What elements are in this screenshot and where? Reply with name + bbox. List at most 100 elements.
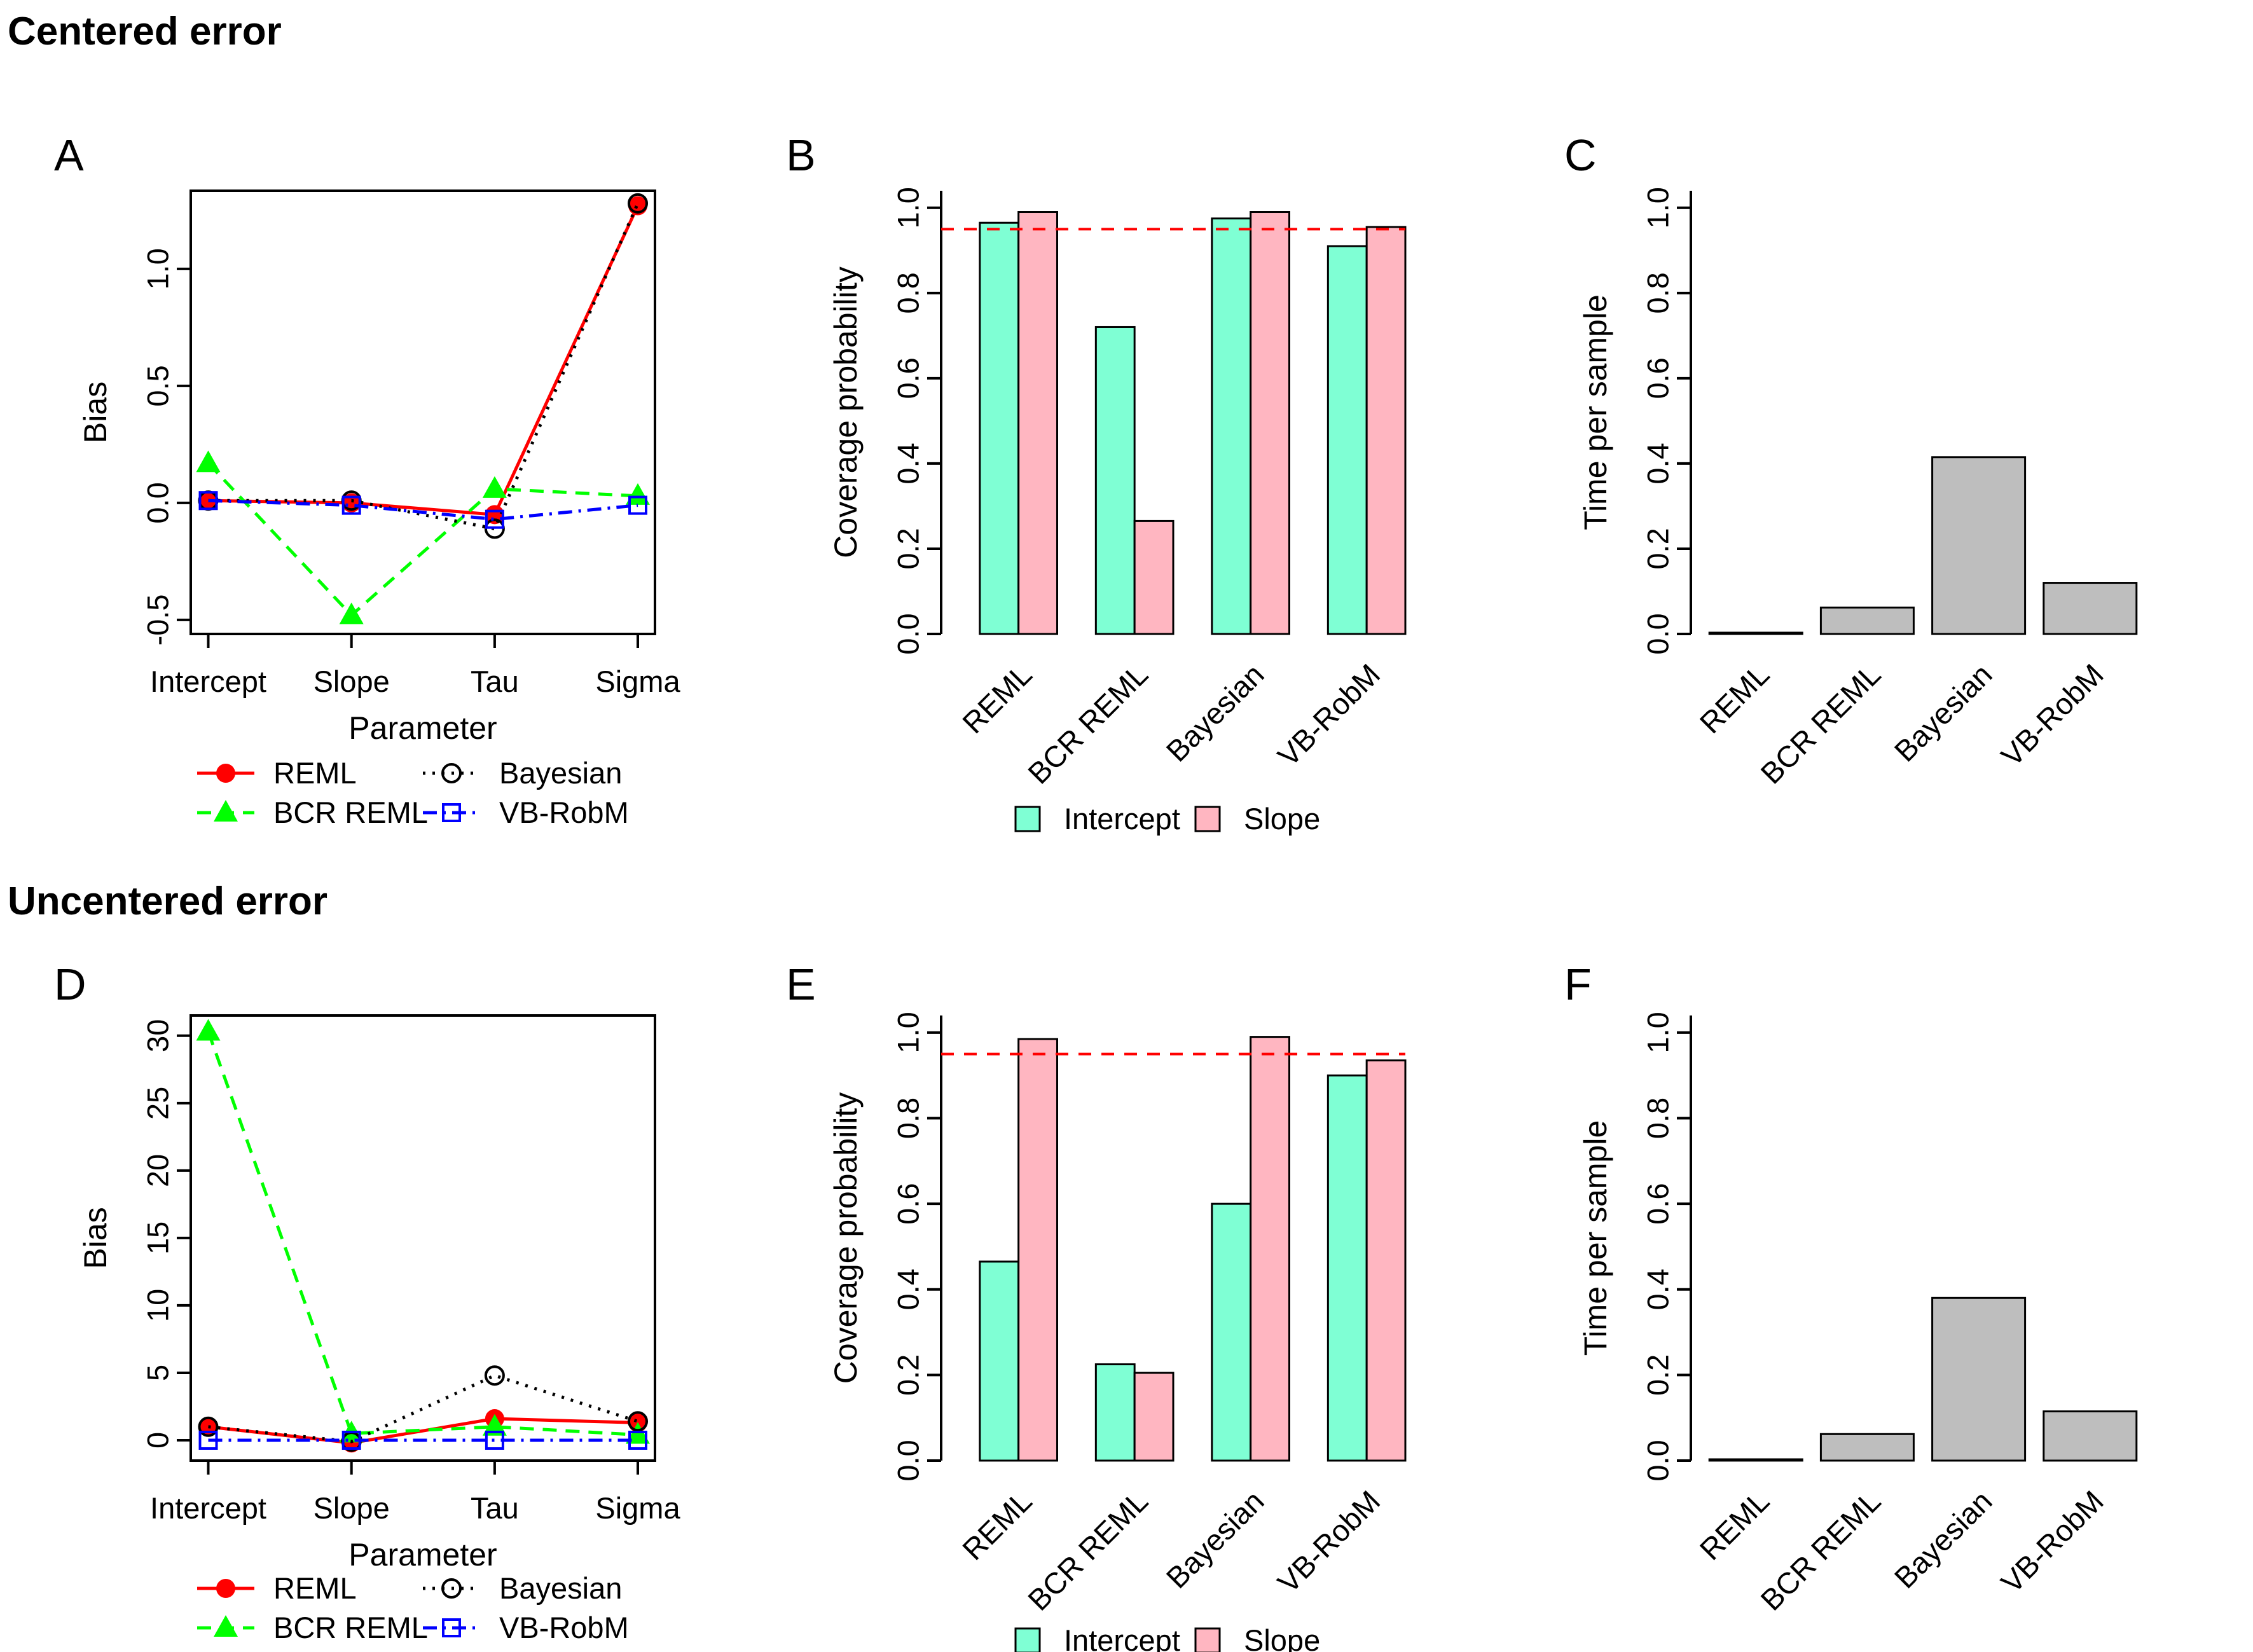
bar xyxy=(1211,217,1252,635)
panel-d-bias-line-chart: D 0 5 10 15 20 25 30 Bias Intercept Slope Tau Sigma P… xyxy=(54,960,680,1644)
data-point xyxy=(339,602,364,624)
panel-letter: B xyxy=(786,130,816,180)
y-tick-label: 0.2 xyxy=(1641,1354,1674,1396)
y-tick-label: 0.2 xyxy=(891,1354,925,1396)
x-axis-title: Parameter xyxy=(348,1537,497,1573)
x-category-label: VB-RobM xyxy=(1994,1484,2110,1600)
y-tick-label: 0.8 xyxy=(891,272,925,313)
x-category-label: VB-RobM xyxy=(1271,1484,1387,1600)
y-axis-title: Bias xyxy=(78,382,113,443)
x-category-label: REML xyxy=(956,1484,1038,1567)
y-tick-label: 15 xyxy=(141,1222,174,1255)
x-category-label: REML xyxy=(1693,657,1775,740)
data-point xyxy=(485,509,504,529)
legend-marker xyxy=(442,1618,461,1637)
bar xyxy=(1931,456,2027,635)
section-title-centered-error: Centered error xyxy=(8,10,282,53)
bar xyxy=(2043,1410,2138,1462)
y-tick-label: 0.8 xyxy=(1641,1098,1674,1139)
legend-swatch xyxy=(1194,806,1221,832)
bar xyxy=(979,1260,1020,1462)
data-point xyxy=(196,450,221,472)
legend-marker xyxy=(442,803,461,822)
x-category-label: REML xyxy=(956,657,1038,740)
legend-swatch xyxy=(1014,1627,1041,1652)
bar xyxy=(1094,1363,1136,1462)
y-tick-label: 0.4 xyxy=(891,1269,925,1310)
x-category-label: BCR REML xyxy=(1021,1484,1154,1617)
y-tick-label: 0.2 xyxy=(1641,528,1674,569)
x-tick-label: Sigma xyxy=(595,1491,680,1525)
data-point xyxy=(196,1019,221,1041)
section-title-uncentered-error: Uncentered error xyxy=(8,879,328,923)
bar xyxy=(1708,631,1803,635)
bar xyxy=(1326,245,1368,635)
plot-box xyxy=(189,1014,656,1462)
y-tick-label: 0.4 xyxy=(1641,1269,1674,1310)
y-tick-label: 0.4 xyxy=(891,443,925,484)
panel-letter: E xyxy=(786,960,816,1009)
y-tick-label: 20 xyxy=(141,1154,174,1187)
bar xyxy=(1211,1202,1252,1462)
data-point xyxy=(626,483,650,505)
data-point xyxy=(628,193,648,214)
series-line xyxy=(207,462,638,618)
bar xyxy=(2043,582,2138,635)
legend-marker xyxy=(216,1579,235,1598)
y-tick-label: 0.6 xyxy=(891,1183,925,1224)
bar xyxy=(1708,1458,1803,1462)
series-line xyxy=(207,1031,638,1436)
panel-letter: F xyxy=(1564,960,1592,1009)
bar xyxy=(1250,211,1291,635)
y-axis-title: Time per sample xyxy=(1578,1120,1613,1356)
legend-marker xyxy=(214,1615,238,1637)
x-tick-label: Slope xyxy=(313,664,390,698)
legend-label: Bayesian xyxy=(499,756,622,790)
legend-label: Slope xyxy=(1244,802,1320,836)
y-tick-label: 0.8 xyxy=(1641,272,1674,313)
bar xyxy=(1094,326,1136,635)
y-tick-label: 1.0 xyxy=(141,248,174,289)
legend-marker xyxy=(216,764,235,783)
legend-label: Bayesian xyxy=(499,1571,622,1605)
panel-c-time-bar-chart: C 0.0 0.2 0.4 0.6 0.8 1.0 Time per sample REMLBC… xyxy=(1564,130,2138,790)
x-category-label: VB-RobM xyxy=(1271,657,1387,773)
bar xyxy=(1819,606,1915,635)
y-tick-label: 5 xyxy=(141,1365,174,1381)
legend-marker xyxy=(214,800,238,822)
panel-letter: A xyxy=(54,130,84,180)
legend-label: REML xyxy=(273,1571,357,1605)
x-tick-label: Intercept xyxy=(150,1491,266,1525)
legend-label: Intercept xyxy=(1064,802,1180,836)
y-tick-label: 0.2 xyxy=(891,528,925,569)
data-point xyxy=(198,1430,218,1450)
y-tick-label: 1.0 xyxy=(891,187,925,228)
bar xyxy=(1819,1433,1915,1462)
y-tick-label: 0.0 xyxy=(891,1440,925,1481)
bar xyxy=(1326,1074,1368,1462)
x-category-label: REML xyxy=(1693,1484,1775,1567)
x-axis-title: Parameter xyxy=(348,710,497,746)
data-point xyxy=(198,491,218,511)
y-axis-title: Bias xyxy=(78,1207,113,1269)
data-point xyxy=(485,1430,504,1450)
bar xyxy=(1017,1038,1058,1462)
data-point xyxy=(628,1430,647,1450)
x-category-label: VB-RobM xyxy=(1994,657,2110,773)
series-line xyxy=(208,1417,638,1445)
data-point xyxy=(482,476,507,498)
data-point xyxy=(198,1416,219,1437)
bar xyxy=(1133,520,1175,635)
x-category-label: BCR REML xyxy=(1754,657,1887,790)
legend-marker xyxy=(441,763,462,783)
bar xyxy=(1365,1059,1407,1462)
series-line xyxy=(208,499,638,521)
y-tick-label: 10 xyxy=(141,1289,174,1322)
y-tick-label: 0.5 xyxy=(141,365,174,406)
bar xyxy=(1931,1297,2027,1462)
y-axis-title: Coverage probability xyxy=(828,266,864,558)
x-tick-label: Sigma xyxy=(595,664,680,698)
y-tick-label: -0.5 xyxy=(141,594,174,645)
x-tick-label: Tau xyxy=(471,1491,519,1525)
y-tick-label: 1.0 xyxy=(1641,187,1674,228)
